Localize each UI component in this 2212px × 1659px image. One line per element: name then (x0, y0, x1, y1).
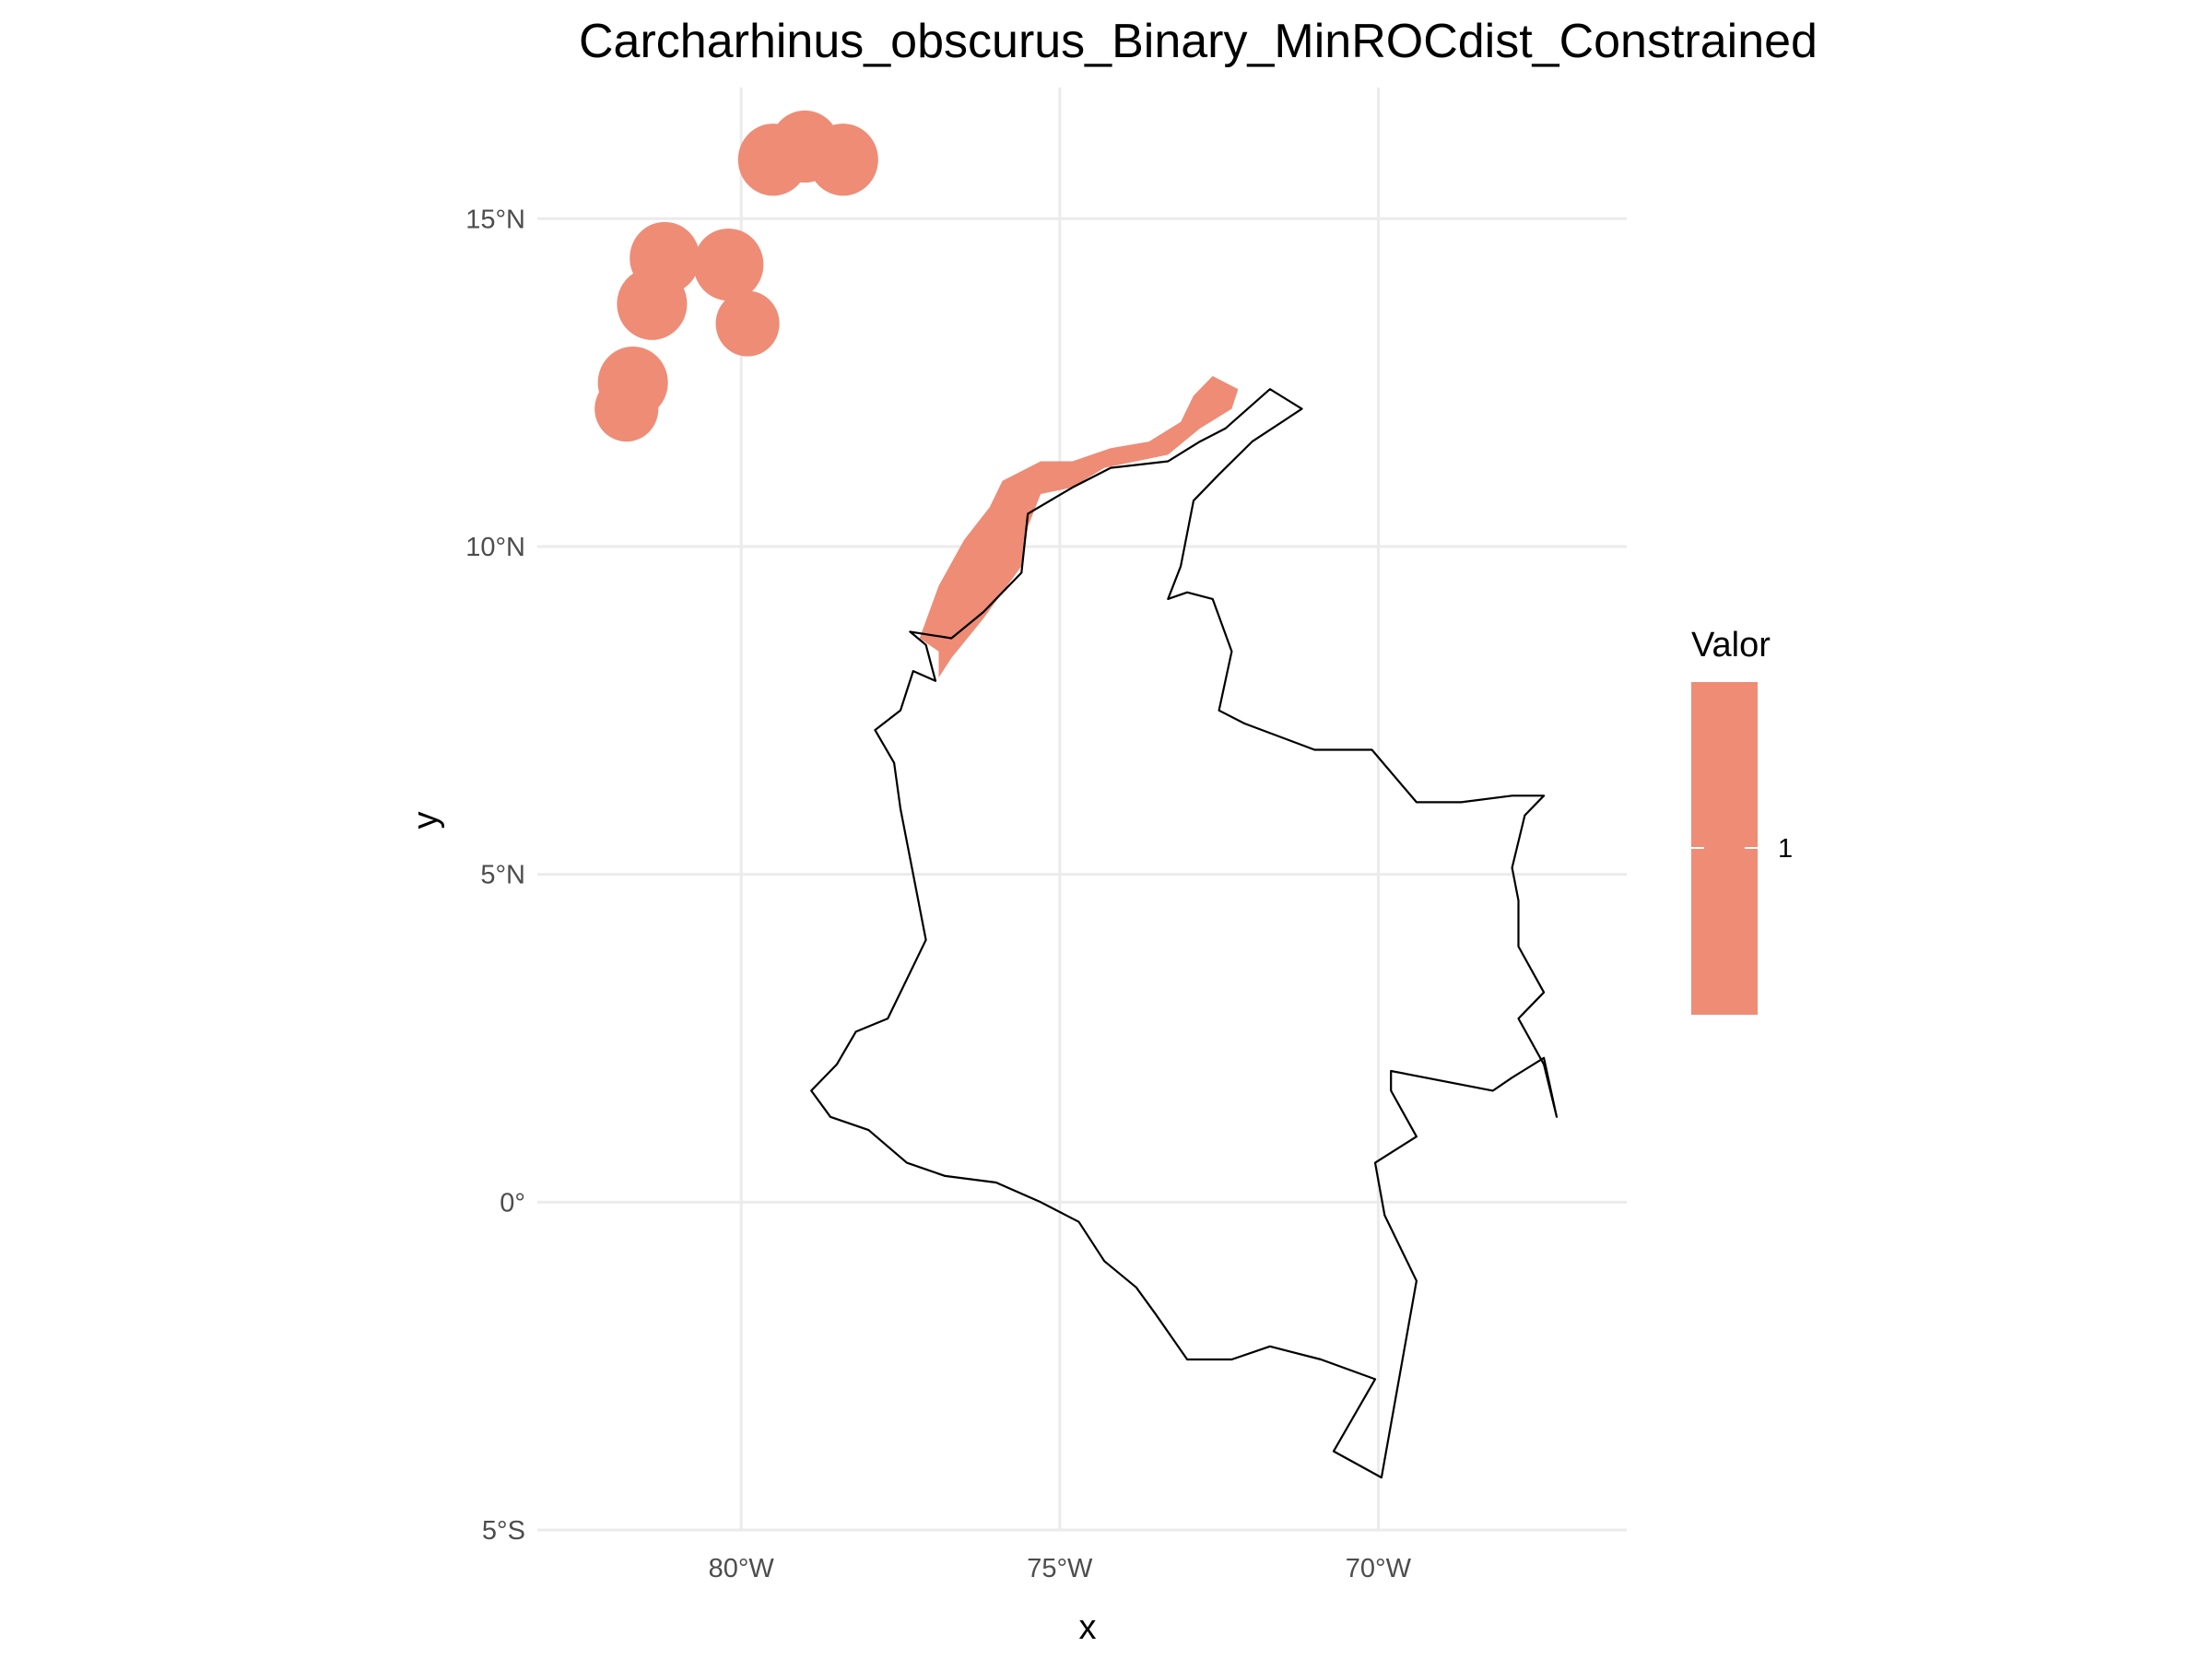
colombia-outline (810, 388, 1559, 1479)
gridlines (537, 88, 1627, 1532)
plot-title: Carcharhinus_obscurus_Binary_MinROCdist_… (579, 15, 1818, 68)
presence-patch (693, 228, 764, 301)
coastal-presence-band (919, 376, 1239, 678)
x-tick-label: 70°W (1346, 1554, 1412, 1583)
y-tick-label: 15°N (465, 205, 525, 234)
y-tick-label: 10°N (465, 533, 525, 562)
x-axis-title: x (1079, 1608, 1097, 1647)
y-tick-label: 5°N (480, 861, 525, 890)
legend-title: Valor (1691, 626, 1771, 665)
presence-patch (715, 290, 780, 357)
presence-patch (594, 376, 659, 442)
legend: Valor 1 (1691, 626, 1793, 1015)
y-tick-label: 0° (500, 1188, 525, 1218)
presence-patch (807, 124, 878, 196)
legend-label: 1 (1778, 834, 1793, 864)
y-axis-title: y (406, 812, 445, 830)
x-tick-label: 75°W (1027, 1554, 1093, 1583)
x-tick-label: 80°W (709, 1554, 775, 1583)
axis-ticks: 15°N 10°N 5°N 0° 5°S 80°W 75°W 70°W (465, 205, 1411, 1583)
y-tick-label: 5°S (482, 1516, 525, 1546)
presence-patch (617, 267, 688, 340)
country-outline-layer (810, 388, 1559, 1479)
presence-raster (594, 110, 1239, 678)
